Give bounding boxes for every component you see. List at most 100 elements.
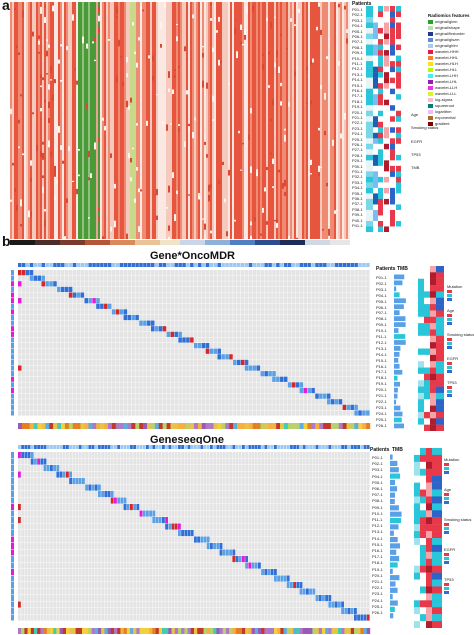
grid-cell: [312, 497, 316, 504]
grid-cell: [194, 292, 198, 298]
annotation-cell: [396, 132, 401, 139]
heatmap-column: [62, 2, 65, 239]
grid-cell: [350, 504, 354, 511]
grid-cell: [84, 286, 88, 293]
grid-cell: [303, 275, 308, 281]
grid-cell: [244, 399, 249, 405]
grid-cell: [216, 484, 220, 491]
heatmap-cell: [236, 51, 238, 59]
grid-cell: [360, 510, 364, 517]
top-bar: [217, 263, 221, 267]
grid-cell: [194, 354, 198, 360]
grid-cell: [107, 510, 111, 517]
grid-cell: [213, 491, 216, 498]
grid-cell: [72, 458, 76, 465]
heatmap-cell: [204, 141, 206, 145]
grid-cell: [358, 348, 362, 354]
grid-cell: [362, 270, 366, 276]
grid-cell: [197, 331, 202, 337]
grid-cell: [311, 275, 315, 281]
grid-cell: [104, 298, 108, 304]
heatmap-column: [190, 2, 193, 239]
grid-cell: [291, 359, 296, 366]
annotation-cell: [396, 11, 401, 18]
grid-cell: [80, 382, 85, 388]
grid-cell: [331, 510, 335, 517]
annotation-cell: [418, 266, 424, 273]
grid-cell: [328, 504, 332, 511]
grid-cell: [84, 343, 88, 349]
heatmap-column: [120, 2, 123, 239]
grid-cell: [350, 354, 354, 360]
grid-cell: [101, 471, 104, 478]
legend-label: exponential: [435, 115, 456, 120]
grid-cell: [142, 491, 146, 498]
grid-cell: [166, 309, 171, 315]
grid-cell: [315, 348, 319, 354]
heatmap-cell: [310, 100, 312, 105]
grid-cell: [154, 354, 159, 360]
heatmap-cell: [184, 46, 186, 52]
grid-cell: [268, 320, 272, 326]
panel-a-patients-label: Patients: [352, 1, 372, 7]
top-bar: [131, 263, 135, 267]
grid-cell: [53, 314, 57, 321]
grid-cell: [264, 303, 268, 309]
patient-label: P32-1: [352, 174, 363, 180]
grid-cell: [287, 286, 292, 293]
gene-annotation-strip: [346, 423, 351, 429]
grid-cell: [229, 458, 232, 465]
annotation-cell: [384, 28, 389, 34]
grid-cell: [256, 298, 261, 304]
grid-cell: [221, 309, 225, 315]
legend-swatch: [447, 342, 452, 345]
heatmap-cell: [318, 172, 320, 177]
grid-cell: [107, 309, 112, 315]
grid-cell: [162, 314, 167, 321]
heatmap-column: [242, 2, 245, 239]
heatmap-cell: [88, 150, 90, 158]
grid-cell: [244, 387, 249, 394]
heatmap-cell: [264, 187, 266, 192]
heatmap-cell: [284, 128, 286, 131]
grid-cell: [346, 365, 351, 371]
gene-annotation-strip: [25, 423, 30, 429]
grid-cell: [62, 517, 66, 524]
grid-cell: [268, 393, 272, 399]
top-bar: [50, 445, 53, 449]
annotation-cell: [418, 380, 424, 387]
grid-cell: [40, 484, 44, 491]
grid-cell: [201, 354, 206, 360]
grid-cell: [166, 270, 171, 276]
grid-cell: [104, 337, 108, 343]
top-bar: [147, 263, 151, 267]
grid-cell: [135, 331, 139, 337]
grid-cell: [213, 292, 218, 298]
grid-cell: [201, 320, 206, 326]
grid-cell: [88, 478, 92, 485]
grid-cell: [186, 348, 190, 354]
top-bar: [302, 445, 306, 449]
heatmap-cell: [110, 226, 112, 232]
heatmap-cell: [324, 93, 326, 100]
grid-cell: [290, 510, 293, 517]
annotation-cell: [424, 304, 430, 311]
heatmap-column: [94, 2, 97, 239]
grid-cell: [225, 376, 229, 382]
heatmap-cell: [130, 157, 132, 163]
frequency-bar: [11, 569, 14, 575]
grid-cell: [326, 303, 331, 309]
grid-cell: [338, 354, 343, 360]
grid-cell: [92, 275, 96, 281]
grid-cell: [251, 458, 255, 465]
grid-cell: [287, 337, 292, 343]
grid-cell: [45, 309, 49, 315]
grid-cell: [331, 497, 335, 504]
heatmap-cell: [126, 100, 128, 108]
grid-cell: [194, 393, 198, 399]
heatmap-cell: [312, 58, 314, 63]
heatmap-column: [262, 2, 265, 239]
grid-cell: [143, 337, 147, 343]
grid-cell: [187, 478, 191, 485]
grid-cell: [190, 286, 194, 293]
